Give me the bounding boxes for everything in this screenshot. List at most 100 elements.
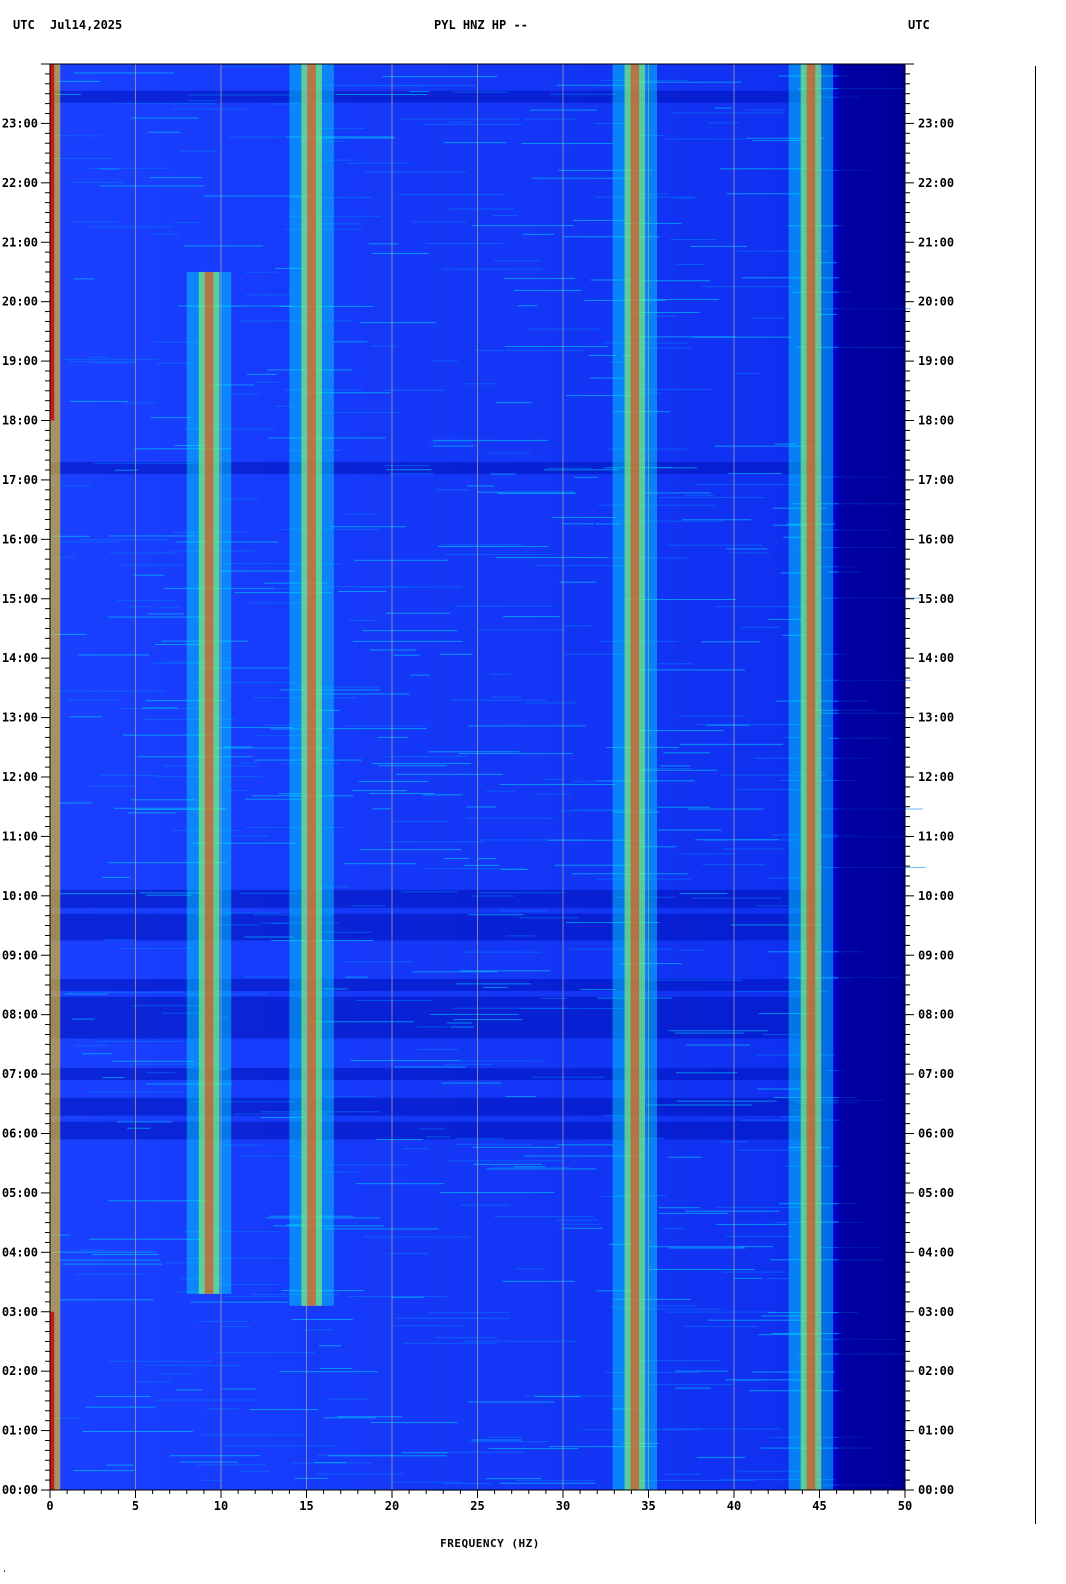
- noise-streak: [563, 236, 660, 238]
- noise-streak: [572, 219, 627, 221]
- y-tick-label-left: 20:00: [2, 295, 38, 309]
- noise-streak: [667, 1156, 702, 1158]
- date-label: Jul14,2025: [50, 18, 123, 32]
- noise-streak: [613, 1298, 691, 1300]
- noise-streak: [356, 999, 432, 1001]
- noise-streak: [270, 728, 322, 730]
- noise-streak: [279, 1371, 378, 1373]
- noise-streak: [628, 311, 700, 313]
- noise-streak: [662, 1428, 782, 1430]
- y-tick-label-right: 10:00: [918, 889, 954, 903]
- noise-streak: [503, 616, 560, 618]
- y-tick-label-right: 12:00: [918, 770, 954, 784]
- noise-streak: [234, 592, 331, 594]
- noise-streak: [634, 280, 710, 282]
- y-tick-label-right: 04:00: [918, 1245, 954, 1259]
- noise-streak: [708, 122, 740, 124]
- noise-streak: [200, 1479, 222, 1481]
- y-tick-label-right: 09:00: [918, 948, 954, 962]
- noise-streak: [749, 1390, 844, 1392]
- noise-streak: [792, 291, 851, 293]
- right-border-line: [1035, 66, 1036, 1524]
- noise-streak: [323, 1228, 439, 1230]
- y-tick-label-left: 12:00: [2, 770, 38, 784]
- noise-streak: [739, 1246, 774, 1248]
- noise-streak: [221, 66, 281, 68]
- noise-streak: [630, 81, 742, 83]
- noise-streak: [112, 1060, 194, 1062]
- noise-streak: [51, 690, 166, 692]
- noise-streak: [184, 245, 263, 247]
- noise-streak: [305, 1329, 333, 1331]
- noise-streak: [436, 1337, 497, 1339]
- noise-streak: [216, 727, 293, 729]
- noise-streak: [677, 263, 704, 265]
- noise-streak: [636, 193, 668, 195]
- noise-streak: [812, 653, 848, 655]
- noise-streak: [161, 1012, 199, 1014]
- spectrogram-heatmap: [50, 64, 926, 1491]
- noise-streak: [62, 1263, 163, 1265]
- noise-streak: [291, 586, 408, 588]
- noise-streak: [314, 1473, 404, 1475]
- noise-streak: [550, 93, 616, 95]
- noise-streak: [643, 768, 691, 770]
- noise-streak: [604, 1372, 701, 1374]
- noise-streak: [466, 806, 497, 808]
- noise-streak: [806, 169, 870, 171]
- noise-streak: [456, 605, 553, 607]
- noise-streak: [524, 702, 577, 704]
- noise-streak: [474, 349, 583, 351]
- noise-streak: [563, 625, 593, 627]
- noise-streak: [314, 1462, 347, 1464]
- noise-streak: [69, 361, 135, 363]
- noise-streak: [437, 489, 470, 491]
- noise-streak: [272, 103, 301, 105]
- noise-streak: [505, 1095, 537, 1097]
- noise-streak: [638, 135, 666, 137]
- noise-streak: [330, 526, 406, 528]
- noise-streak: [133, 574, 165, 576]
- noise-streak: [260, 922, 339, 924]
- noise-streak: [203, 384, 255, 386]
- noise-streak: [566, 395, 635, 397]
- noise-streak: [358, 781, 429, 783]
- noise-streak: [378, 765, 447, 767]
- noise-streak: [639, 730, 724, 732]
- noise-streak: [607, 448, 688, 450]
- noise-streak: [50, 633, 87, 635]
- noise-streak: [59, 1259, 160, 1261]
- noise-streak: [737, 788, 808, 790]
- axes: 0 5 10 15 20 25 30 35 40 45 50 00:00 00:00 01:00 01:00…: [2, 63, 954, 1513]
- noise-streak: [816, 313, 837, 315]
- noise-streak: [79, 539, 171, 541]
- noise-streak: [319, 1345, 342, 1347]
- noise-streak: [590, 279, 631, 281]
- noise-streak: [531, 177, 630, 179]
- noise-streak: [129, 1063, 222, 1065]
- noise-streak: [486, 790, 516, 792]
- noise-streak: [363, 1236, 470, 1238]
- noise-streak: [327, 728, 427, 730]
- noise-streak: [392, 1325, 463, 1327]
- station-title: PYL HNZ HP --: [434, 18, 528, 32]
- noise-streak: [322, 1171, 360, 1173]
- noise-streak: [548, 1446, 657, 1448]
- x-tick-label: 20: [385, 1499, 399, 1513]
- noise-streak: [690, 245, 748, 247]
- noise-streak: [177, 1291, 207, 1293]
- noise-streak: [451, 1060, 543, 1062]
- noise-streak: [264, 582, 328, 584]
- y-tick-label-right: 01:00: [918, 1424, 954, 1438]
- noise-streak: [637, 1137, 665, 1139]
- noise-streak: [440, 1192, 555, 1194]
- noise-streak: [776, 700, 870, 702]
- noise-streak: [752, 140, 801, 142]
- noise-streak: [306, 137, 396, 139]
- noise-streak: [423, 123, 523, 125]
- noise-streak: [608, 1243, 639, 1245]
- noise-streak: [133, 774, 159, 776]
- noise-streak: [504, 346, 608, 348]
- noise-streak: [705, 839, 729, 841]
- noise-streak: [660, 765, 691, 767]
